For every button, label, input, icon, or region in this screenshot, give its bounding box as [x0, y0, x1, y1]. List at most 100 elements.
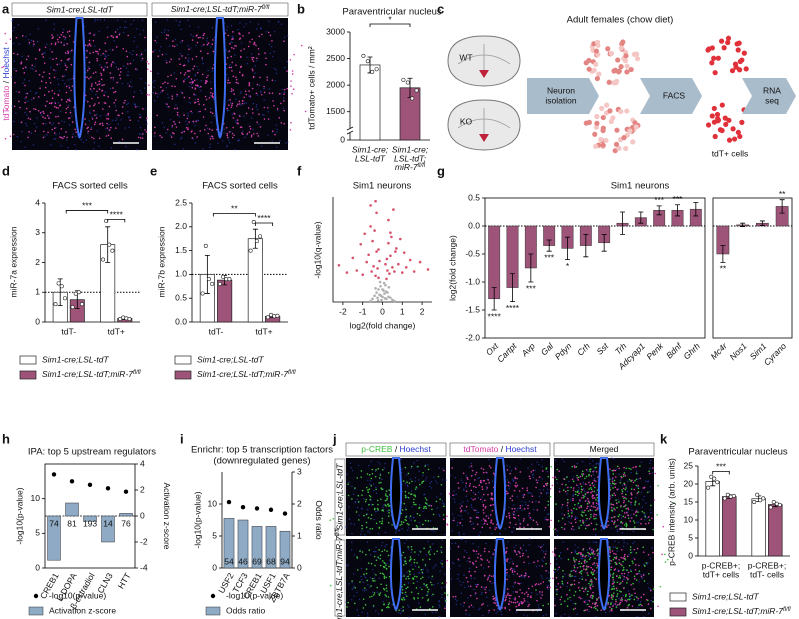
nucleus-dot: [589, 457, 591, 459]
nucleus-dot: [213, 98, 215, 101]
nucleus-dot: [285, 142, 287, 144]
nucleus-dot: [618, 473, 620, 475]
nucleus-dot: [375, 610, 377, 612]
cell-dot: [588, 547, 591, 550]
nucleus-dot: [512, 568, 514, 570]
cell-icon: [624, 63, 630, 69]
x-tick-label-sup: fl/fl: [418, 163, 426, 169]
cell-dot: [271, 79, 274, 82]
cell-dot: [45, 81, 47, 84]
image-header: Sim1-cre;LSL-tdT;miR-7fl/fl: [171, 4, 270, 14]
cell-dot: [583, 590, 585, 593]
p-value-dot: [105, 486, 111, 491]
cell-dot: [572, 480, 575, 483]
cell-icon: [618, 45, 624, 51]
nucleus-dot: [37, 28, 40, 30]
cell-dot: [375, 469, 377, 471]
cell-dot: [579, 483, 582, 485]
cell-dot: [425, 502, 428, 505]
data-point: [777, 502, 782, 507]
nucleus-dot: [623, 541, 625, 544]
legend-swatch: [174, 370, 192, 380]
cell-dot: [547, 603, 550, 605]
nucleus-dot: [470, 497, 473, 499]
cell-dot: [25, 96, 28, 98]
cell-dot: [514, 484, 517, 487]
nucleus-dot: [524, 501, 526, 504]
cell-dot: [161, 136, 163, 139]
cell-dot: [230, 88, 233, 90]
cell-dot: [556, 588, 559, 591]
ventricle: [213, 17, 227, 139]
cell-dot: [448, 492, 451, 495]
nucleus-dot: [649, 467, 651, 470]
cell-dot: [358, 519, 360, 521]
cell-dot: [638, 570, 641, 573]
cell-dot: [56, 63, 59, 66]
nucleus-dot: [25, 92, 27, 95]
cell-dot: [547, 475, 550, 478]
cell-dot: [590, 488, 593, 491]
nucleus-dot: [60, 145, 62, 147]
tick-label: 1.5: [175, 245, 187, 255]
axis-title: Activation z-score: [162, 482, 172, 549]
cell-dot: [631, 479, 633, 482]
cell-dot: [592, 497, 594, 500]
nucleus-dot: [118, 140, 120, 143]
cell-dot: [67, 117, 70, 119]
cell-dot: [577, 552, 579, 555]
significance-label: *: [566, 261, 570, 271]
nucleus-dot: [588, 463, 591, 465]
cell-dot: [245, 112, 248, 115]
nucleus-dot: [438, 616, 441, 618]
cell-dot: [574, 518, 577, 521]
nucleus-dot: [244, 136, 246, 139]
nucleus-dot: [414, 476, 417, 479]
nucleus-dot: [361, 567, 363, 570]
cell-dot: [402, 551, 405, 554]
cell-dot: [623, 473, 625, 476]
cell-dot: [540, 597, 542, 599]
cell-dot: [584, 477, 586, 480]
nucleus-dot: [408, 606, 410, 608]
cell-dot: [90, 128, 92, 131]
nucleus-dot: [128, 116, 131, 118]
cell-dot: [86, 127, 88, 130]
nucleus-dot: [542, 560, 544, 562]
nucleus-dot: [418, 504, 421, 506]
cell-dot: [481, 526, 484, 529]
nucleus-dot: [54, 138, 57, 140]
nucleus-dot: [227, 26, 229, 28]
nucleus-dot: [180, 136, 183, 139]
nucleus-dot: [376, 510, 378, 512]
cell-dot: [588, 558, 591, 561]
volcano-point: [394, 250, 397, 253]
cell-dot: [554, 604, 556, 607]
cell-dot: [187, 127, 189, 129]
cell-dot: [51, 37, 54, 39]
cell-dot: [265, 63, 267, 66]
cell-dot: [187, 70, 190, 72]
cell-dot: [114, 99, 117, 101]
cell-dot: [66, 31, 69, 33]
cell-dot: [627, 507, 629, 509]
cell-dot: [506, 568, 508, 571]
cell-dot: [65, 101, 68, 103]
cell-dot: [185, 126, 188, 129]
nucleus-dot: [437, 582, 439, 584]
nucleus-dot: [104, 53, 106, 55]
nucleus-dot: [36, 91, 38, 94]
cell-dot: [171, 98, 174, 100]
cell-dot: [595, 494, 598, 496]
cell-dot: [105, 50, 107, 53]
nucleus-dot: [644, 514, 646, 516]
volcano-point: [382, 281, 386, 285]
cell-dot: [238, 71, 241, 74]
cell-dot: [207, 52, 209, 55]
cell-dot: [523, 508, 526, 510]
cell-dot: [628, 467, 630, 470]
cell-dot: [43, 94, 46, 96]
cell-dot: [620, 520, 623, 523]
cell-dot: [238, 100, 241, 103]
nucleus-dot: [460, 584, 462, 586]
